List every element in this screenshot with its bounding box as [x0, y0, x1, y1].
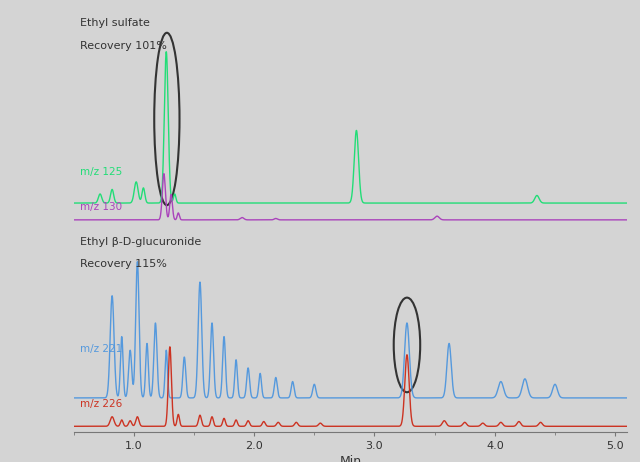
X-axis label: Min: Min: [339, 455, 362, 462]
Text: Recovery 101%: Recovery 101%: [80, 41, 167, 51]
Text: Ethyl sulfate: Ethyl sulfate: [80, 18, 150, 28]
Text: m/z 226: m/z 226: [80, 399, 122, 409]
Text: m/z 125: m/z 125: [80, 166, 122, 176]
Text: m/z 130: m/z 130: [80, 202, 122, 212]
Text: Recovery 115%: Recovery 115%: [80, 259, 167, 269]
Text: m/z 221: m/z 221: [80, 344, 122, 353]
Text: Ethyl β-D-glucuronide: Ethyl β-D-glucuronide: [80, 237, 202, 247]
